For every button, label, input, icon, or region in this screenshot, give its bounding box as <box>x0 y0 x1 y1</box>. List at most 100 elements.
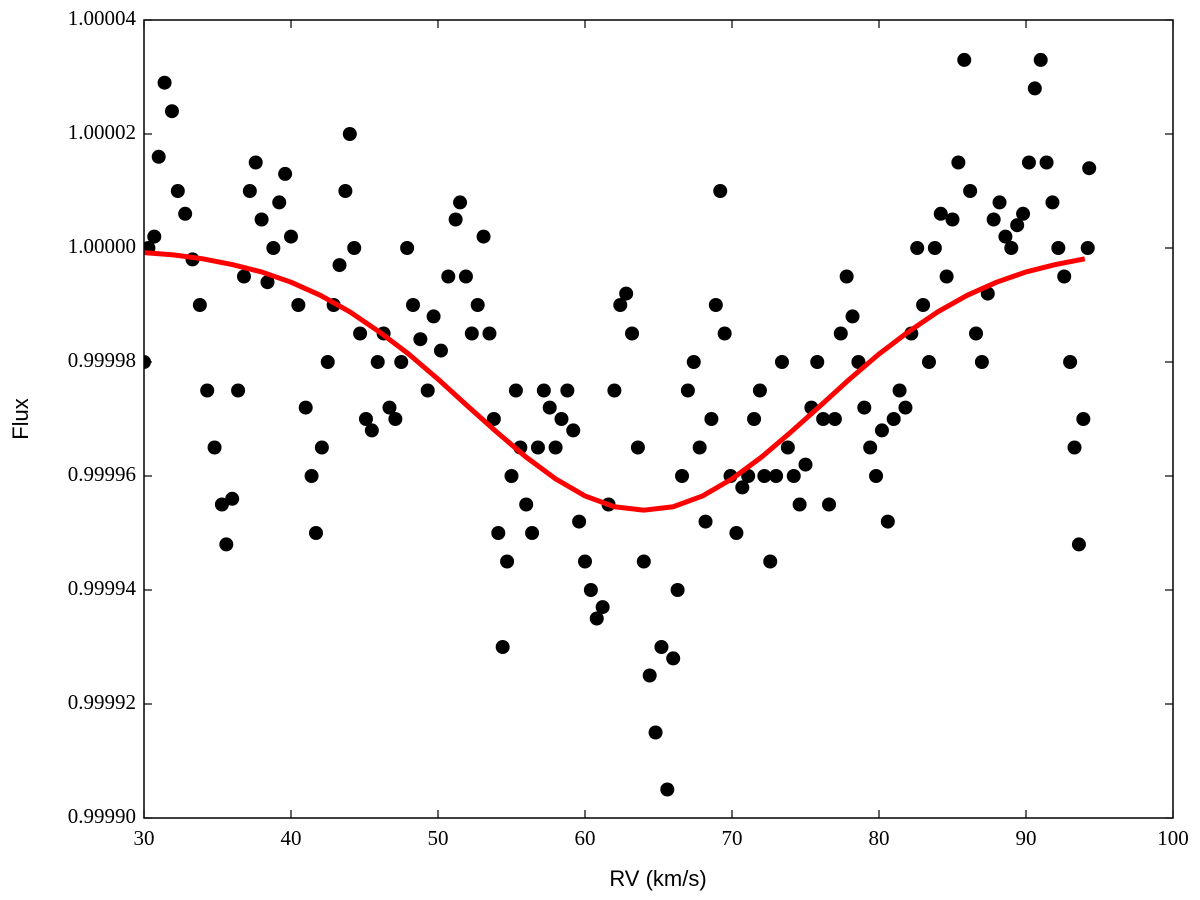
scatter-point <box>192 298 207 312</box>
scatter-point <box>242 184 257 198</box>
scatter-point <box>254 212 269 227</box>
scatter-point <box>504 469 519 483</box>
scatter-point <box>1082 161 1097 176</box>
scatter-point <box>957 52 972 67</box>
scatter-point <box>147 229 162 244</box>
scatter-point <box>476 229 491 244</box>
scatter-point <box>827 412 842 426</box>
scatter-point <box>542 400 557 415</box>
scatter-point <box>482 326 497 341</box>
scatter-point <box>752 383 767 398</box>
scatter-point <box>248 155 263 170</box>
scatter-point <box>1010 218 1025 233</box>
scatter-point <box>613 298 628 312</box>
scatter-point <box>353 326 368 341</box>
scatter-point <box>869 469 884 483</box>
scatter-point <box>916 298 931 312</box>
scatter-point <box>214 497 229 512</box>
y-tick-label: 1.00000 <box>68 234 136 258</box>
scatter-point <box>886 412 901 426</box>
scatter-point <box>583 583 598 597</box>
scatter-point <box>231 383 246 398</box>
scatter-point <box>548 440 563 455</box>
scatter-point <box>332 258 347 273</box>
scatter-point <box>839 269 854 284</box>
scatter-point <box>625 326 640 341</box>
scatter-point <box>486 412 501 426</box>
scatter-point <box>1067 440 1082 455</box>
scatter-point <box>786 469 801 483</box>
scatter-point <box>729 526 744 540</box>
scatter-point <box>441 269 456 284</box>
scatter-point <box>998 229 1013 244</box>
scatter-point <box>642 668 657 683</box>
scatter-point <box>686 355 701 369</box>
scatter-point <box>1057 269 1072 284</box>
scatter-point <box>747 412 762 426</box>
y-tick-label: 0.99998 <box>68 348 136 372</box>
x-tick-label: 90 <box>1016 826 1037 850</box>
scatter-point <box>225 491 240 506</box>
scatter-point <box>666 651 681 666</box>
scatter-point <box>157 75 172 90</box>
scatter-point <box>1004 241 1019 255</box>
scatter-point <box>200 383 215 398</box>
scatter-point <box>347 241 362 255</box>
scatter-point <box>910 241 925 255</box>
scatter-point <box>692 440 707 455</box>
scatter-point <box>1021 155 1036 170</box>
scatter-point <box>589 611 604 626</box>
scatter-point <box>370 355 385 369</box>
scatter-point <box>992 195 1007 210</box>
scatter-point <box>406 298 421 312</box>
scatter-point <box>704 412 719 426</box>
scatter-point <box>566 423 581 438</box>
scatter-point <box>595 600 610 615</box>
scatter-point <box>364 423 379 438</box>
scatter-point <box>921 355 936 369</box>
scatter-point <box>260 275 275 290</box>
scatter-point <box>735 480 750 495</box>
scatter-point <box>413 332 428 347</box>
scatter-point <box>1045 195 1060 210</box>
scatter-point <box>458 269 473 284</box>
scatter-point <box>769 469 784 483</box>
scatter-point <box>298 400 313 415</box>
x-tick-label: 100 <box>1157 826 1189 850</box>
scatter-point <box>810 355 825 369</box>
scatter-point <box>792 497 807 512</box>
scatter-point <box>757 469 772 483</box>
scatter-point <box>1063 355 1078 369</box>
scatter-point <box>400 241 415 255</box>
axes-frame <box>143 19 1174 819</box>
scatter-point <box>648 725 663 740</box>
scatter-point <box>927 241 942 255</box>
scatter-point <box>951 155 966 170</box>
scatter-point <box>816 412 831 426</box>
scatter-point <box>939 269 954 284</box>
scatter-point <box>308 526 323 540</box>
scatter-point <box>530 440 545 455</box>
scatter-point <box>660 782 675 797</box>
scatter-point <box>338 184 353 198</box>
scatter-point <box>314 440 329 455</box>
scatter-point <box>763 554 778 569</box>
scatter-point <box>708 298 723 312</box>
scatter-point <box>388 412 403 426</box>
scatter-point <box>863 440 878 455</box>
x-tick-label: 50 <box>428 826 449 850</box>
scatter-point <box>798 457 813 472</box>
scatter-point <box>1076 412 1091 426</box>
scatter-point <box>358 412 373 426</box>
x-tick-label: 60 <box>575 826 596 850</box>
scatter-point <box>266 241 281 255</box>
scatter-point <box>304 469 319 483</box>
scatter-point <box>1071 537 1086 552</box>
scatter-point <box>151 149 166 164</box>
y-tick-label: 0.99996 <box>68 462 136 486</box>
scatter-point <box>974 355 989 369</box>
scatter-point <box>342 127 357 141</box>
scatter-point <box>874 423 889 438</box>
